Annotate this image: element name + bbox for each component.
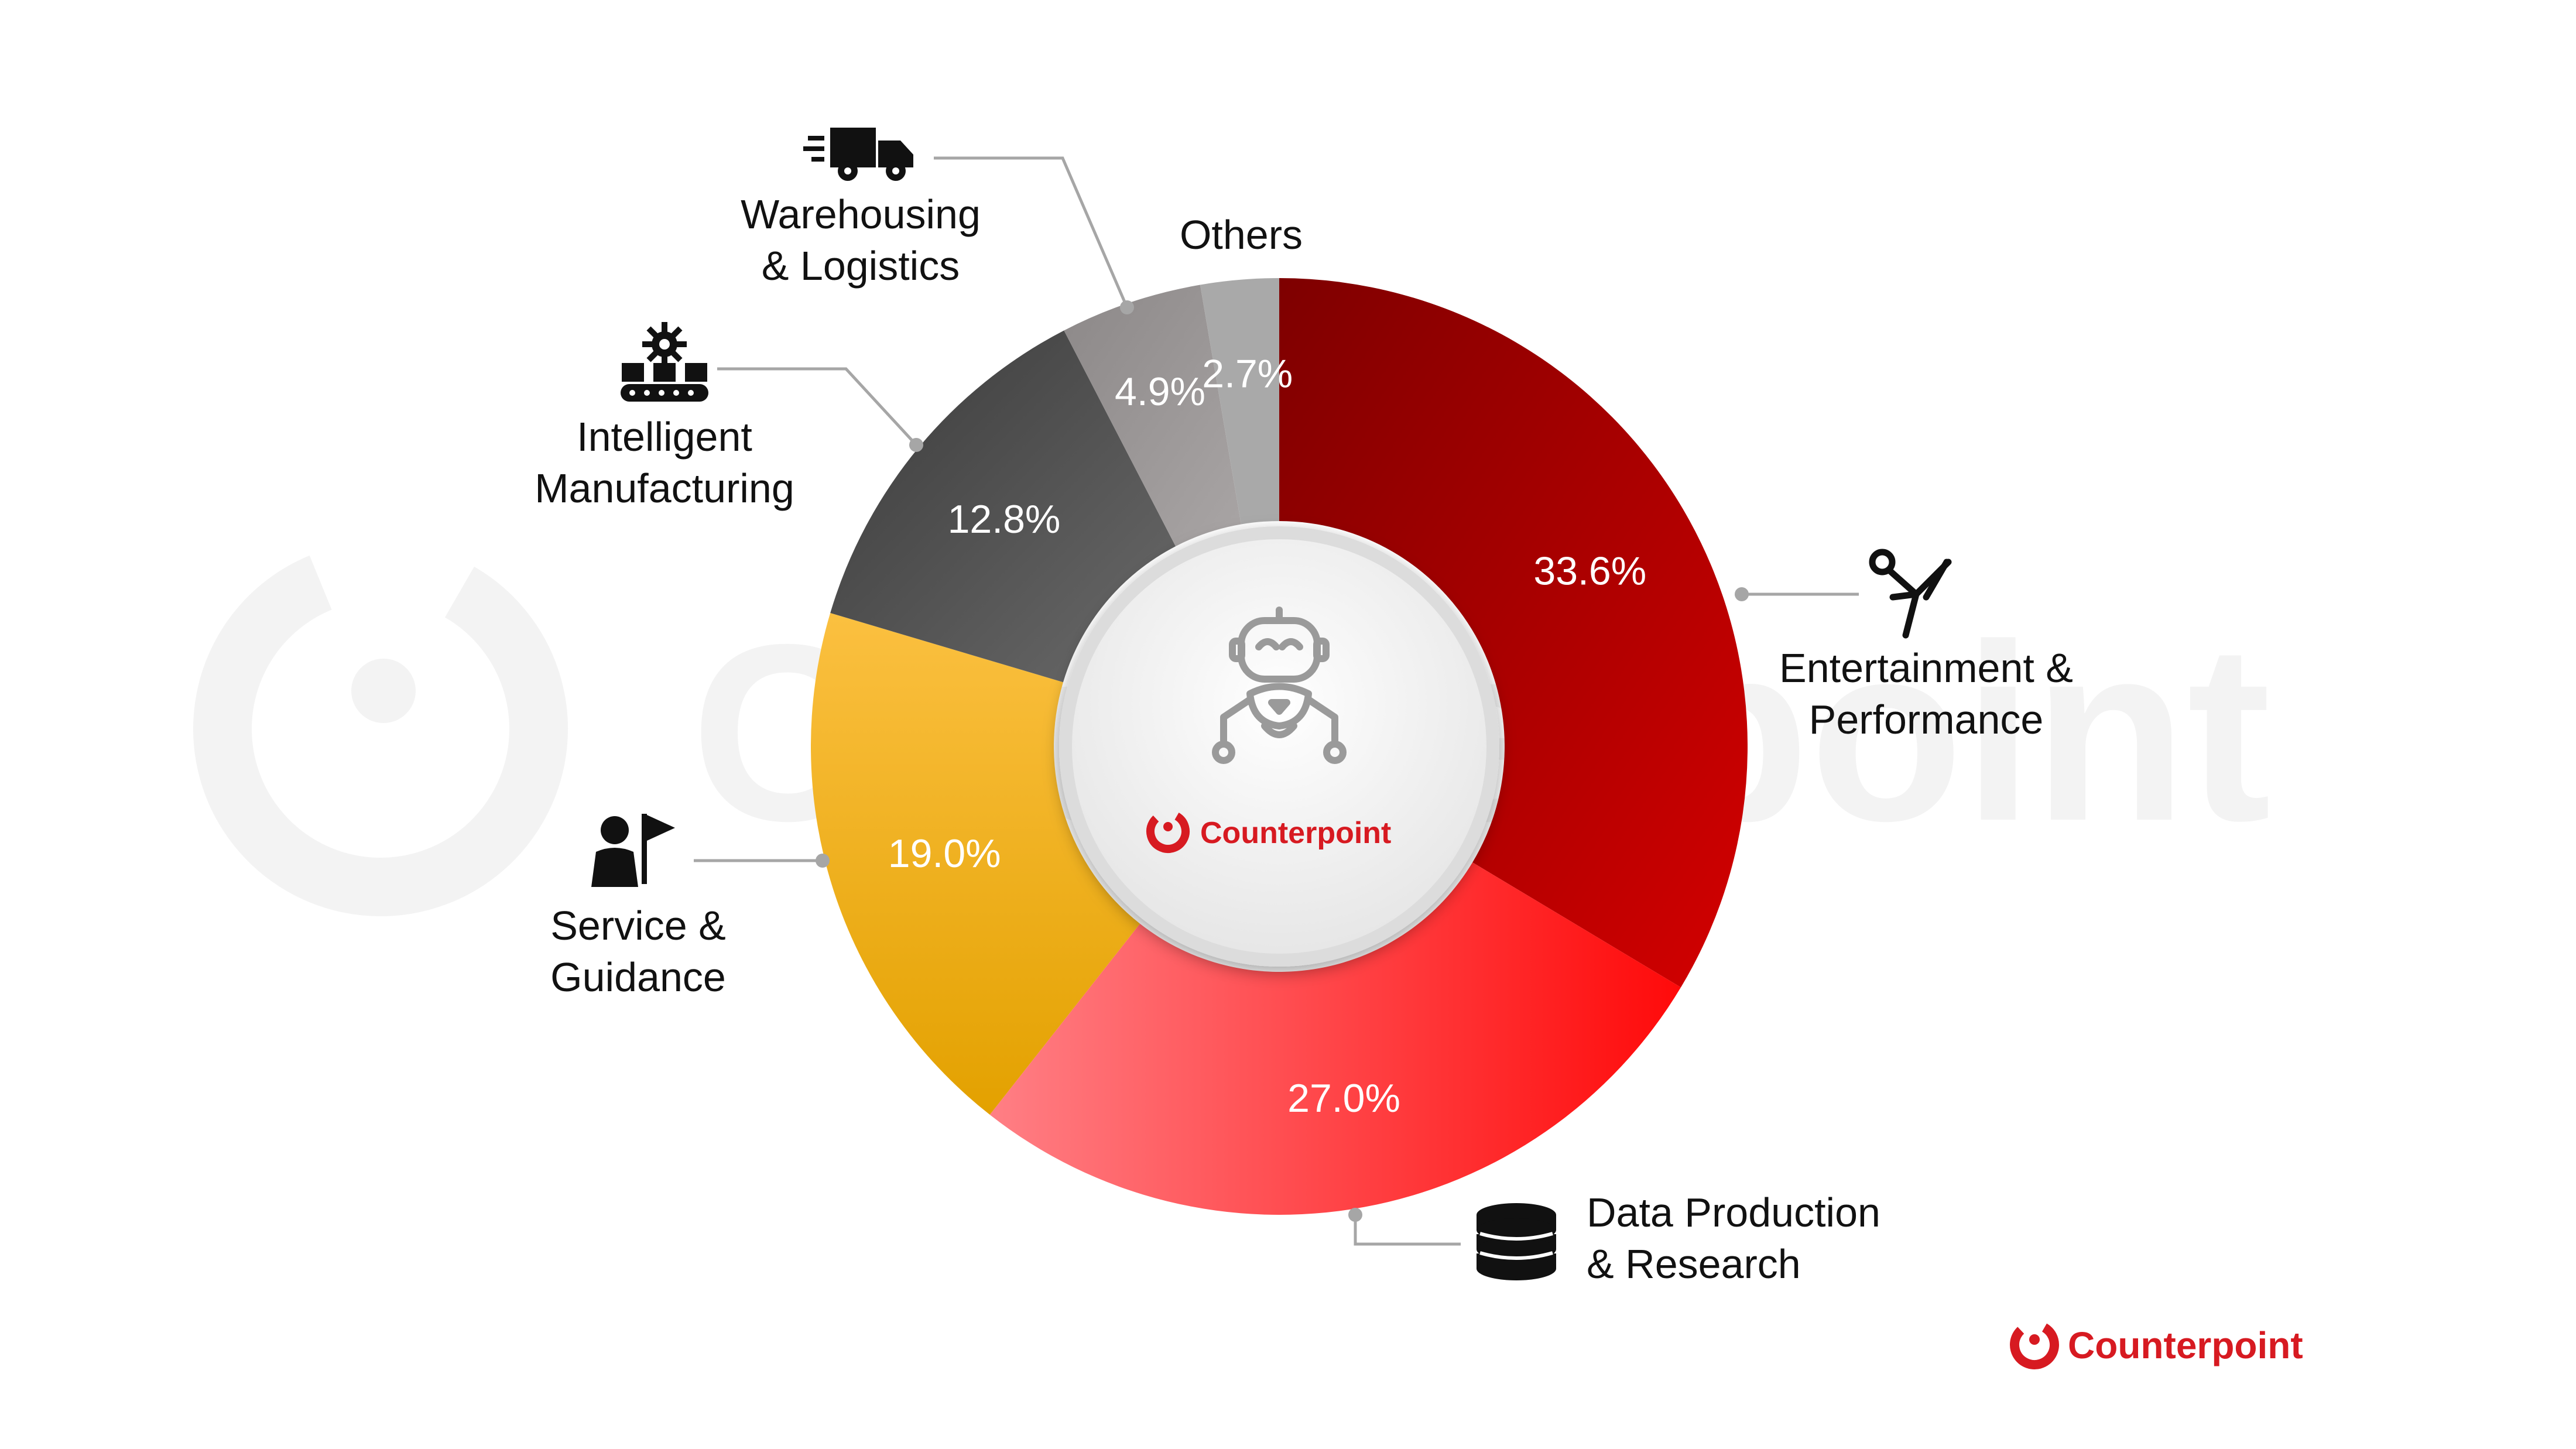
leader-dot-entertainment-and-performance bbox=[1735, 587, 1749, 601]
robot-icon bbox=[1212, 607, 1347, 764]
leader-dot-warehousing-and-logistics bbox=[1120, 300, 1134, 314]
slice-entertainment-and-performance bbox=[1279, 278, 1748, 988]
center-badge: Counterpoint bbox=[1059, 526, 1499, 967]
slice-data-production-and-research bbox=[989, 862, 1681, 1215]
delivery-truck-icon bbox=[803, 128, 913, 181]
category-label-warehousing-and-logistics: Warehousing & Logistics bbox=[741, 191, 981, 289]
counterpoint-logo-icon bbox=[1146, 810, 1190, 853]
center-brand-text: Counterpoint bbox=[1200, 816, 1391, 850]
value-label-service-and-guidance: 19.0% bbox=[888, 831, 1001, 876]
value-label-intelligent-manufacturing: 12.8% bbox=[948, 497, 1061, 542]
category-label-service-and-guidance: Service & Guidance bbox=[550, 903, 726, 1000]
leader-line-intelligent-manufacturing bbox=[717, 367, 917, 446]
conveyor-gear-icon bbox=[621, 322, 708, 402]
leader-line-data-production-and-research bbox=[1354, 1215, 1461, 1246]
leader-dot-service-and-guidance bbox=[816, 854, 830, 868]
category-label-others: Others bbox=[1180, 212, 1303, 258]
leader-line-warehousing-and-logistics bbox=[934, 156, 1129, 308]
performer-kick-icon bbox=[1869, 549, 1952, 639]
donut-slices bbox=[811, 278, 1748, 1215]
category-label-intelligent-manufacturing: Intelligent Manufacturing bbox=[535, 414, 794, 511]
database-icon bbox=[1477, 1203, 1556, 1280]
category-labels: Entertainment & Performance Data Productio… bbox=[535, 191, 2073, 1287]
value-label-others: 2.7% bbox=[1202, 351, 1293, 396]
footer-brand: Counterpoint bbox=[2010, 1320, 2303, 1369]
value-label-warehousing-and-logistics: 4.9% bbox=[1115, 369, 1205, 414]
value-label-data-production-and-research: 27.0% bbox=[1287, 1076, 1400, 1121]
slice-service-and-guidance bbox=[811, 612, 1140, 1115]
slice-intelligent-manufacturing bbox=[830, 330, 1176, 683]
slice-others bbox=[1200, 278, 1279, 525]
value-label-entertainment-and-performance: 33.6% bbox=[1533, 549, 1646, 593]
category-label-data-production-and-research: Data Production & Research bbox=[1587, 1190, 1880, 1287]
slice-warehousing-and-logistics bbox=[1064, 285, 1241, 547]
guide-flag-icon bbox=[591, 814, 675, 887]
leader-dot-data-production-and-research bbox=[1348, 1208, 1362, 1222]
value-labels: 33.6% 27.0% 19.0% 12.8% 4.9%2.7% bbox=[888, 351, 1646, 1121]
leader-lines bbox=[694, 156, 1859, 1246]
leader-dot-intelligent-manufacturing bbox=[909, 438, 923, 452]
footer-brand-text: Counterpoint bbox=[2068, 1324, 2303, 1366]
category-label-entertainment-and-performance: Entertainment & Performance bbox=[1779, 645, 2073, 742]
